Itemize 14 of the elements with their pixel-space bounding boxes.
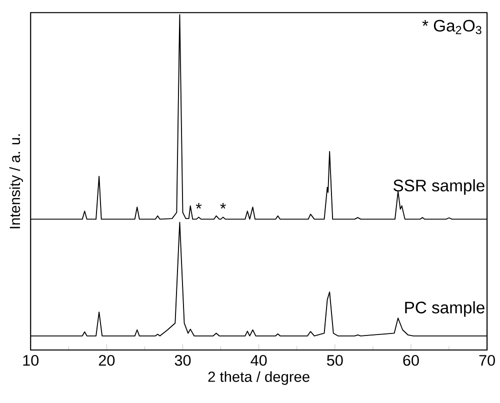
annotation: * — [196, 202, 202, 209]
x-tick-label: 10 — [23, 354, 39, 366]
x-axis-title: 2 theta / degree — [208, 371, 310, 385]
x-tick-label: 20 — [98, 354, 115, 366]
x-tick-label: 30 — [174, 354, 191, 366]
series-label: PC sample — [405, 301, 484, 317]
x-tick-label: 50 — [327, 354, 343, 366]
annotation: * — [220, 202, 226, 209]
x-tick-label: 70 — [479, 354, 495, 366]
x-tick-label: 60 — [403, 354, 419, 366]
x-tick-label: 40 — [250, 354, 267, 366]
y-axis-title: Intensity / a. u. — [9, 134, 23, 228]
series-label: SSR sample — [393, 179, 484, 195]
annotation: * Ga$_{2}$O$_{3}$ — [422, 20, 482, 34]
